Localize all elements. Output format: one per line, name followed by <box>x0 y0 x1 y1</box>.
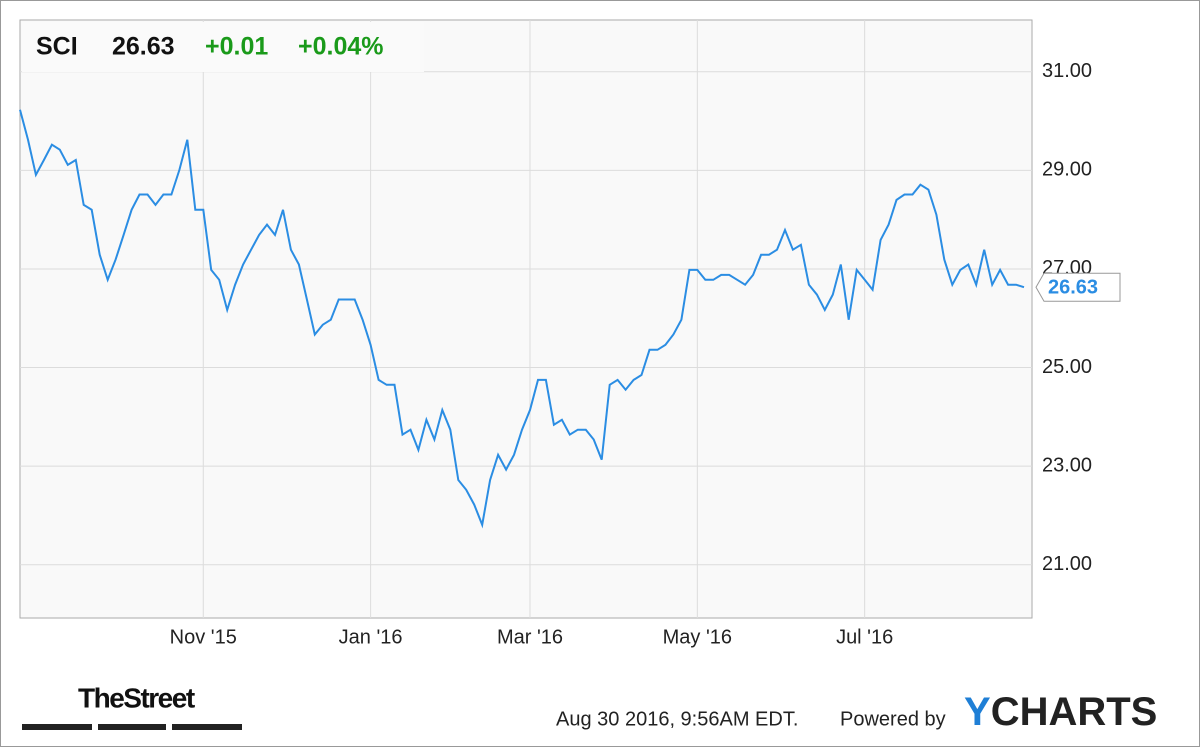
timestamp: Aug 30 2016, 9:56AM EDT. <box>556 708 798 730</box>
y-tick-label: 23.00 <box>1042 454 1092 476</box>
price-line <box>19 109 1025 529</box>
x-tick-label: May '16 <box>663 626 732 648</box>
y-tick-label: 31.00 <box>1042 60 1092 82</box>
logo-bar <box>172 724 242 730</box>
change: +0.01 <box>205 33 268 61</box>
last-price-box <box>1035 272 1121 302</box>
logo-bar <box>22 724 92 730</box>
x-tick-label: Jan '16 <box>339 626 403 648</box>
x-tick-label: Jul '16 <box>836 626 893 648</box>
source-logo: TheStreet <box>78 682 195 713</box>
y-tick-label: 29.00 <box>1042 159 1092 181</box>
last-price-label: 26.63 <box>1048 276 1098 298</box>
symbol: SCI <box>36 33 78 61</box>
x-tick-label: Nov '15 <box>170 626 237 648</box>
change-percent: +0.04% <box>298 33 384 61</box>
quote-box <box>22 22 424 72</box>
y-tick-label: 21.00 <box>1042 553 1092 575</box>
price: 26.63 <box>112 33 175 61</box>
x-tick-label: Mar '16 <box>497 626 563 648</box>
y-tick-label: 25.00 <box>1042 356 1092 378</box>
logo-bar <box>98 724 166 730</box>
powered-by: Powered by <box>840 708 946 730</box>
brand: YCHARTS <box>964 690 1157 734</box>
plot-area <box>19 19 1033 619</box>
